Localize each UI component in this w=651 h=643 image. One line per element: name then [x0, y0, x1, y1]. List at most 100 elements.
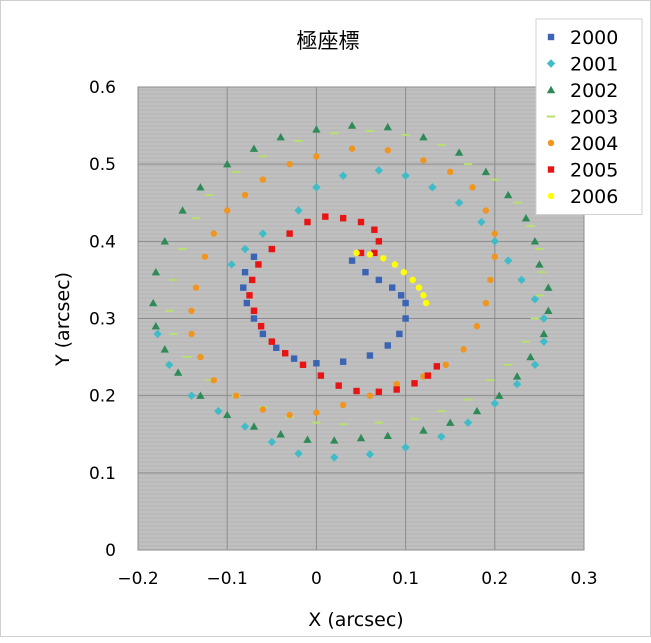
data-point: [383, 431, 392, 439]
data-point: [348, 145, 356, 152]
data-point: [286, 411, 293, 419]
data-point: [338, 171, 348, 180]
data-point: [339, 358, 347, 365]
data-point: [490, 399, 499, 408]
data-point: [257, 323, 265, 330]
data-point: [335, 382, 342, 389]
data-point: [188, 307, 195, 314]
data-point: [482, 299, 490, 307]
data-point: [530, 317, 540, 320]
data-point: [187, 391, 196, 400]
data-point: [223, 159, 232, 168]
data-point: [313, 360, 320, 367]
data-point: [420, 292, 427, 299]
data-point: [276, 430, 285, 438]
data-point: [348, 257, 356, 264]
legend-item: 2005: [547, 160, 618, 182]
data-point: [169, 332, 178, 335]
data-point: [442, 361, 449, 368]
data-point: [482, 207, 490, 214]
data-point: [401, 171, 410, 180]
data-point: [454, 148, 464, 156]
data-point: [512, 201, 522, 204]
x-tick-label: −0.2: [117, 569, 158, 589]
data-point: [205, 194, 214, 197]
legend-marker: [547, 139, 555, 147]
data-point: [437, 432, 446, 441]
axis-ticks: −0.2 −0.1 0 0.1 0.2 0.3 0 0.1 0.2 0.3 0.4 0.5 0.6: [89, 78, 598, 589]
data-point: [371, 249, 378, 257]
legend-marker: [546, 115, 556, 118]
y-tick-label: 0.6: [89, 78, 116, 98]
data-point: [428, 183, 437, 192]
data-point: [503, 256, 513, 265]
legend-item: 2003: [546, 107, 618, 129]
legend-marker: [546, 85, 556, 94]
legend-label: 2005: [570, 160, 618, 182]
y-tick-label: 0.4: [89, 232, 116, 252]
legend-label: 2002: [570, 80, 618, 102]
data-point: [473, 323, 481, 330]
data-point: [160, 345, 169, 353]
legend-item: 2000: [547, 27, 618, 49]
legend-label: 2004: [570, 133, 618, 155]
data-point: [148, 298, 158, 307]
data-point: [178, 206, 187, 214]
data-point: [322, 213, 329, 220]
data-point: [410, 417, 419, 420]
data-point: [383, 122, 392, 131]
data-point: [393, 386, 400, 393]
legend-marker: [547, 33, 555, 41]
legend-item: 2001: [546, 54, 618, 76]
legend-marker: [547, 166, 555, 173]
data-point: [521, 213, 531, 222]
data-point: [535, 260, 544, 268]
y-tick-label: 0.3: [89, 310, 116, 330]
x-tick-label: 0.3: [570, 569, 597, 589]
y-axis-label: Y (arcsec): [52, 272, 74, 367]
data-point: [544, 283, 553, 291]
data-point: [151, 322, 161, 330]
data-point: [366, 251, 374, 258]
legend-label: 2006: [570, 186, 618, 208]
data-point: [276, 132, 285, 141]
data-point: [491, 253, 498, 260]
data-point: [330, 436, 339, 444]
data-point: [490, 237, 499, 246]
data-point: [463, 163, 473, 166]
data-point: [250, 253, 258, 260]
series-2002: [148, 121, 553, 444]
data-point: [153, 329, 162, 339]
data-point: [375, 238, 383, 245]
data-point: [248, 276, 256, 284]
data-point: [503, 190, 513, 199]
series-2004: [188, 145, 498, 419]
x-tick-label: 0: [311, 569, 322, 589]
legend-item: 2004: [547, 133, 618, 155]
data-point: [353, 387, 360, 395]
data-point: [196, 183, 205, 191]
data-point: [294, 140, 303, 143]
data-point: [539, 337, 549, 346]
plot-area: [137, 86, 585, 551]
data-point: [463, 418, 473, 427]
data-point: [447, 168, 454, 176]
data-point: [178, 248, 187, 251]
data-point: [330, 453, 339, 462]
y-tick-label: 0.5: [89, 155, 116, 175]
data-point: [526, 224, 535, 227]
data-point: [411, 380, 418, 387]
data-point: [420, 157, 427, 164]
data-point: [312, 421, 321, 424]
y-tick-label: 0.2: [89, 387, 116, 407]
data-point: [191, 217, 201, 220]
data-point: [402, 299, 409, 307]
legend-label: 2000: [570, 27, 618, 49]
data-point: [463, 398, 473, 401]
data-point: [259, 330, 267, 338]
legend-marker: [546, 59, 556, 68]
data-point: [255, 261, 262, 268]
series-2005: [246, 213, 441, 396]
data-point: [240, 422, 250, 431]
data-point: [227, 260, 236, 269]
